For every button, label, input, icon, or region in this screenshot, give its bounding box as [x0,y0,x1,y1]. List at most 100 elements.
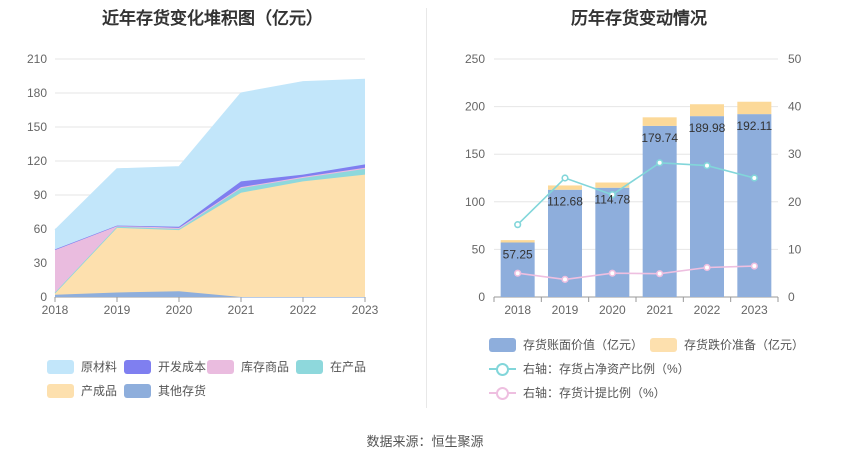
legend-item-book-value[interactable]: 存货账面价值（亿元） [489,336,643,353]
left-y-tick-label: 120 [27,154,47,168]
right-y-tick-label: 100 [465,195,485,209]
legend-swatch-book-value [489,337,516,352]
right-x-tick-label: 2018 [504,303,531,317]
right-y2-tick-label: 20 [788,195,802,209]
legend-swatch-work-in-progress [296,359,323,374]
bar-line-combo-chart: 0 50 100 150 200 250 0 10 20 30 40 50 2018 2019 2020 20… [465,52,802,317]
right-y2-tick-label: 40 [788,100,802,114]
area-edge-原材料 [54,78,366,231]
point-ratio-net-assets [656,159,664,167]
right-x-tick-label: 2019 [552,303,579,317]
legend-label-work-in-progress: 在产品 [330,360,367,374]
right-y-tick-label: 200 [465,100,485,114]
right-y-tick-label: 50 [472,242,486,256]
legend-label-raw-materials: 原材料 [81,360,118,374]
legend-label-inventory-goods: 库存商品 [241,360,290,374]
legend-label-ratio-net-assets: 右轴：存货占净资产比例（%） [523,362,690,376]
right-y2-tick-label: 10 [788,242,802,256]
point-ratio-net-assets [561,174,569,182]
legend-swatch-impairment [650,337,677,352]
right-x-tick-label: 2021 [646,303,673,317]
right-y-tick-label: 0 [478,290,485,304]
point-ratio-net-assets [608,191,616,199]
right-x-tick-label: 2022 [694,303,721,317]
bar-impairment [737,101,772,115]
legend-swatch-finished-goods [47,383,74,398]
legend-label-provision-ratio: 右轴：存货计提比例（%） [523,386,666,400]
bar-line-chart-panel: 历年存货变动情况 0 50 100 150 200 250 0 10 20 30 40 50 2018 2… [428,0,850,420]
legend-swatch-ratio-net-assets [489,362,516,376]
left-chart-title: 近年存货变化堆积图（亿元） [102,9,323,28]
right-x-tick-label: 2020 [599,303,626,317]
right-chart-title: 历年存货变动情况 [571,9,707,28]
point-ratio-net-assets [750,174,758,182]
legend-label-finished-goods: 产成品 [81,384,118,398]
stacked-area-chart-panel: 近年存货变化堆积图（亿元） 0 30 60 90 120 150 180 210 2018 201… [0,0,425,420]
left-x-tick-label: 2023 [352,303,379,317]
legend-swatch-provision-ratio [489,386,516,400]
bar-book-value [595,187,630,297]
right-y2-tick-label: 50 [788,52,802,66]
data-source-note: 数据来源：恒生聚源 [366,434,484,449]
bar-value-label: 179.74 [641,131,678,145]
left-y-tick-label: 30 [34,256,48,270]
bar-value-label: 112.68 [547,195,583,209]
legend-item-raw-materials[interactable]: 原材料 [47,358,117,375]
right-x-tick-label: 2023 [741,303,768,317]
left-y-tick-label: 210 [27,52,47,66]
area-series-原材料 [55,79,365,250]
point-provision-ratio [703,263,711,272]
legend-item-other-inventory[interactable]: 其他存货 [124,382,206,399]
legend-swatch-other-inventory [124,383,151,398]
legend-item-impairment[interactable]: 存货跌价准备（亿元） [650,336,804,353]
bar-value-label: 192.11 [736,119,772,133]
left-y-tick-label: 180 [27,86,47,100]
point-provision-ratio [656,270,664,278]
bar-impairment [595,182,630,188]
panel-divider [426,8,427,408]
right-y2-tick-label: 30 [788,147,802,161]
right-y-tick-label: 150 [465,147,485,161]
legend-label-other-inventory: 其他存货 [158,384,207,398]
bar-impairment [548,185,582,190]
bar-value-label: 189.98 [689,121,726,135]
area-series-产成品 [55,174,365,297]
point-provision-ratio [514,269,522,277]
left-y-tick-label: 90 [34,188,48,202]
bar-value-label: 114.78 [594,193,630,207]
left-x-tick-label: 2018 [42,303,69,317]
legend-item-provision-ratio[interactable]: 右轴：存货计提比例（%） [489,384,666,401]
right-y2-tick-label: 0 [788,290,795,304]
bar-impairment [500,240,535,243]
legend-item-development-cost[interactable]: 开发成本 [124,358,206,375]
left-x-tick-label: 2022 [290,303,317,317]
legend-swatch-development-cost [124,359,151,374]
legend-item-work-in-progress[interactable]: 在产品 [296,358,366,375]
legend-label-impairment: 存货跌价准备（亿元） [684,338,805,352]
area-series-开发成本 [55,164,365,250]
legend-label-book-value: 存货账面价值（亿元） [523,338,644,352]
left-x-tick-label: 2021 [228,303,255,317]
bar-book-value [642,125,677,298]
legend-swatch-inventory-goods [207,359,234,374]
legend-item-inventory-goods[interactable]: 库存商品 [207,358,289,375]
point-provision-ratio [608,269,616,277]
bar-impairment [690,104,724,117]
bar-value-label: 57.25 [503,247,533,261]
right-y-tick-label: 250 [465,52,485,66]
left-y-tick-label: 0 [40,290,47,304]
legend-label-development-cost: 开发成本 [158,360,207,374]
legend-item-ratio-net-assets[interactable]: 右轴：存货占净资产比例（%） [489,360,690,377]
left-y-tick-label: 150 [27,120,47,134]
point-provision-ratio [750,262,758,270]
legend-swatch-raw-materials [47,359,74,374]
legend-item-finished-goods[interactable]: 产成品 [47,382,117,399]
point-provision-ratio [561,275,569,283]
area-edge-在产品 [54,168,366,293]
stacked-area-chart: 0 30 60 90 120 150 180 210 2018 2019 2020 2021 2022 2… [27,52,379,317]
line-provision-ratio [517,265,755,281]
left-x-tick-label: 2019 [104,303,131,317]
point-ratio-net-assets [514,221,522,229]
left-x-tick-label: 2020 [166,303,193,317]
line-ratio-net-assets [517,161,755,226]
